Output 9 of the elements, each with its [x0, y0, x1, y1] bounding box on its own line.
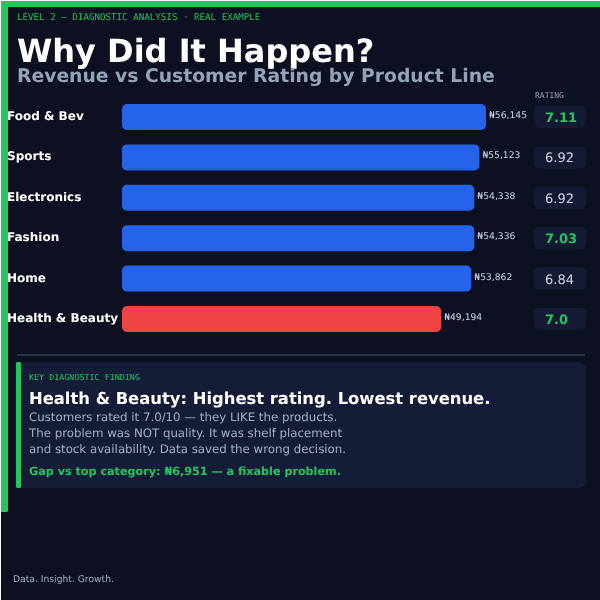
chart-title: Why Did It Happen?: [17, 32, 375, 70]
bar: [122, 265, 472, 292]
chart-subtitle: Revenue vs Customer Rating by Product Line: [17, 66, 495, 88]
bar: [122, 184, 475, 211]
bar: [122, 306, 442, 332]
bar: [122, 225, 475, 252]
bar: [122, 104, 486, 130]
text: Health & Beauty: Highest rating. Lowest revenue.: [29, 388, 491, 408]
bar: [122, 144, 480, 171]
